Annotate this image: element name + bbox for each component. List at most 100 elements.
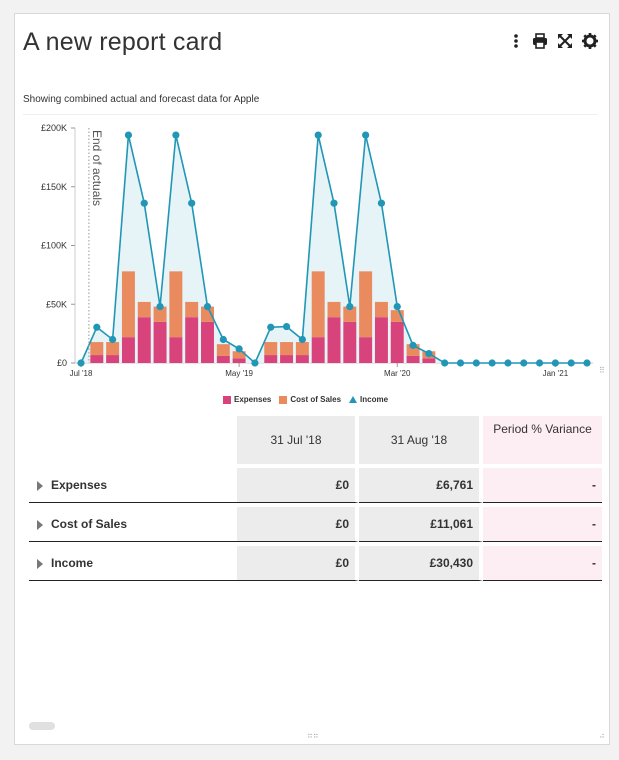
bar-expenses <box>343 321 357 363</box>
bar-cost-of-sales <box>169 271 183 338</box>
income-point <box>267 323 275 331</box>
report-card: A new report card Showing combined actua… <box>14 13 610 745</box>
row-label-text: Cost of Sales <box>51 517 128 531</box>
income-point <box>488 359 496 367</box>
income-point <box>235 345 243 353</box>
cell: - <box>483 546 602 581</box>
income-point <box>109 335 117 344</box>
bar-expenses <box>374 317 388 363</box>
income-point <box>409 341 417 349</box>
cell: £11,061 <box>359 507 483 542</box>
income-point <box>251 359 259 367</box>
card-resize-handle-icon[interactable]: ⠴ <box>599 731 605 740</box>
bar-expenses <box>295 355 309 363</box>
bar-expenses <box>359 337 373 363</box>
income-point <box>140 199 148 207</box>
bar-expenses <box>137 317 151 363</box>
legend-swatch <box>279 395 288 404</box>
legend-item-income[interactable]: Income <box>349 395 388 404</box>
bar-cost-of-sales <box>232 351 246 359</box>
expand-caret-icon[interactable] <box>37 480 43 491</box>
table-row[interactable]: Cost of Sales £0 £11,061 - <box>29 507 602 542</box>
bar-expenses <box>185 317 199 363</box>
bar-cost-of-sales <box>374 301 388 318</box>
bar-cost-of-sales <box>311 271 325 338</box>
table-row[interactable]: Income £0 £30,430 - <box>29 546 602 581</box>
income-point <box>156 303 164 311</box>
card-subtitle: Showing combined actual and forecast dat… <box>23 94 260 105</box>
bar-expenses <box>169 337 183 363</box>
cell: £6,761 <box>359 468 483 503</box>
row-label-text: Expenses <box>51 478 108 492</box>
income-point <box>188 199 196 207</box>
row-label-income[interactable]: Income <box>29 546 237 581</box>
bar-cost-of-sales <box>121 271 135 338</box>
settings-icon[interactable] <box>581 32 599 50</box>
expand-caret-icon[interactable] <box>37 519 43 530</box>
bar-cost-of-sales <box>216 344 230 356</box>
bar-cost-of-sales <box>280 342 294 356</box>
income-point <box>124 131 133 139</box>
expand-caret-icon[interactable] <box>37 558 43 569</box>
bar-expenses <box>311 337 325 363</box>
legend-item-cost-of-sales[interactable]: Cost of Sales <box>279 395 341 404</box>
x-tick-label: May '19 <box>225 369 253 378</box>
income-point <box>456 359 465 367</box>
income-point <box>393 303 401 311</box>
card-drag-handle-icon[interactable]: ⠶⠶ <box>307 731 319 740</box>
chart-resize-handle-icon[interactable]: ⠿ <box>599 366 605 375</box>
income-point <box>567 359 575 367</box>
income-point <box>203 303 212 311</box>
row-label-expenses[interactable]: Expenses <box>29 468 237 503</box>
legend-label: Income <box>360 395 389 404</box>
income-point <box>330 199 338 207</box>
income-point <box>377 199 386 207</box>
more-menu-icon[interactable] <box>507 32 525 50</box>
divider <box>23 114 597 115</box>
income-point <box>93 323 101 331</box>
legend-label: Cost of Sales <box>290 395 342 404</box>
legend-swatch <box>223 395 231 404</box>
print-icon[interactable] <box>531 32 549 50</box>
cell: £0 <box>237 546 359 581</box>
bar-expenses <box>106 355 120 363</box>
y-tick-label: £0 <box>57 358 67 368</box>
bar-cost-of-sales <box>106 342 120 356</box>
income-point <box>282 322 291 331</box>
y-tick-label: £100K <box>41 241 67 251</box>
data-table: 31 Jul '18 31 Aug '18 Period % Variance … <box>29 416 602 581</box>
bar-cost-of-sales <box>406 344 420 356</box>
bar-expenses <box>201 321 214 363</box>
row-label-cost-of-sales[interactable]: Cost of Sales <box>29 507 237 542</box>
income-point <box>520 359 528 367</box>
row-label-text: Income <box>51 556 94 570</box>
income-point <box>362 131 370 139</box>
bar-expenses <box>216 355 230 363</box>
income-point <box>425 350 433 358</box>
bar-expenses <box>406 355 420 363</box>
bar-expenses <box>90 355 104 363</box>
legend-label: Expenses <box>234 395 272 404</box>
y-tick-label: £150K <box>41 182 67 192</box>
table-row[interactable]: Expenses £0 £6,761 - <box>29 468 602 503</box>
bar-cost-of-sales <box>185 301 199 318</box>
legend-item-expenses[interactable]: Expenses <box>223 395 271 404</box>
horizontal-scrollbar[interactable] <box>29 722 55 730</box>
income-point <box>172 131 180 139</box>
bar-expenses <box>327 317 341 363</box>
column-header: 31 Jul '18 <box>237 416 359 464</box>
bar-expenses <box>390 321 404 363</box>
bar-expenses <box>264 355 278 363</box>
income-point <box>472 359 480 367</box>
income-point <box>535 359 544 367</box>
bar-cost-of-sales <box>359 271 373 338</box>
income-point <box>219 335 227 344</box>
income-point <box>551 359 559 367</box>
legend-triangle-icon <box>349 396 358 403</box>
expand-icon[interactable] <box>556 32 574 50</box>
x-tick-label: Jul '18 <box>70 369 93 378</box>
income-point <box>314 131 322 139</box>
cell: - <box>483 507 602 542</box>
column-header: Period % Variance <box>483 416 602 464</box>
